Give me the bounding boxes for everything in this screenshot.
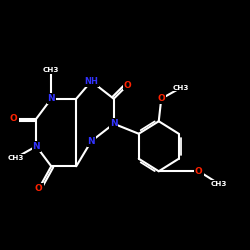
- Text: O: O: [195, 167, 202, 176]
- Text: O: O: [158, 94, 165, 103]
- Text: N: N: [88, 137, 95, 146]
- Text: CH3: CH3: [8, 154, 24, 160]
- Text: O: O: [10, 114, 18, 123]
- Text: CH3: CH3: [173, 84, 190, 90]
- Text: CH3: CH3: [210, 181, 227, 187]
- Text: N: N: [32, 142, 40, 151]
- Text: NH: NH: [84, 77, 98, 86]
- Text: CH3: CH3: [43, 67, 60, 73]
- Text: N: N: [110, 119, 118, 128]
- Text: O: O: [124, 80, 132, 90]
- Text: O: O: [35, 184, 42, 193]
- Text: N: N: [48, 94, 55, 103]
